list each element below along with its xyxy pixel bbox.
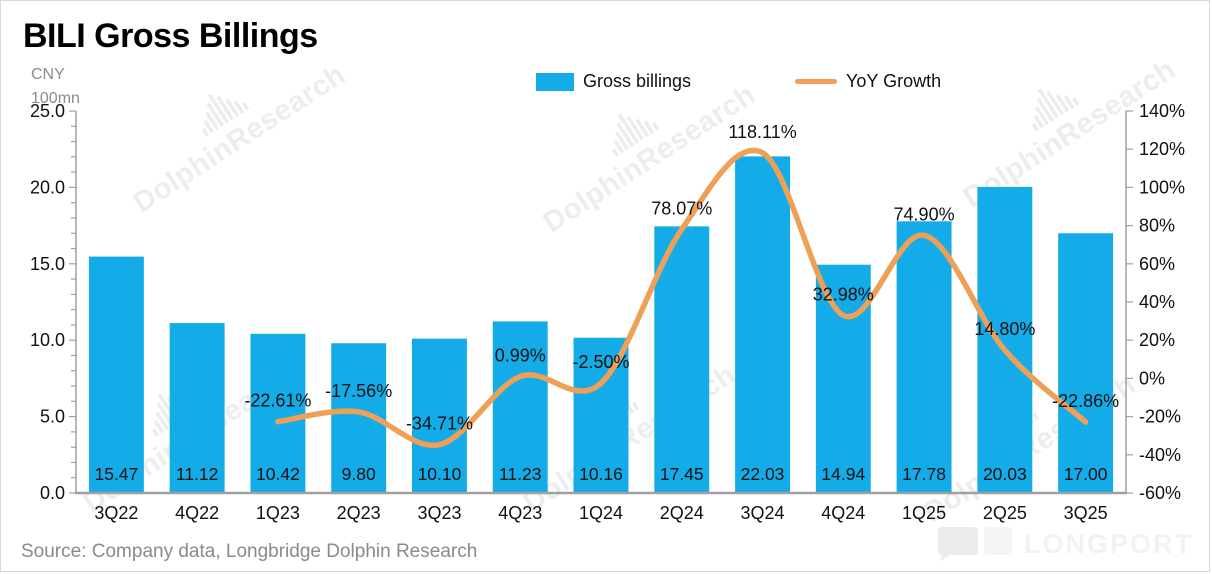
right-axis-tick-label: -40% — [1139, 445, 1181, 465]
logo-text: LONGPORT — [1024, 528, 1193, 559]
x-tick-label: 4Q24 — [821, 503, 865, 523]
bar-value-label: 10.42 — [256, 464, 300, 484]
x-tick-label: 3Q25 — [1064, 503, 1108, 523]
bar-value-label: 10.10 — [418, 464, 462, 484]
right-axis-tick-label: -20% — [1139, 407, 1181, 427]
right-axis-tick-label: -60% — [1139, 483, 1181, 503]
right-axis-tick-label: 100% — [1139, 177, 1185, 197]
left-axis-tick-label: 5.0 — [40, 407, 65, 427]
right-axis-tick-label: 20% — [1139, 330, 1175, 350]
bar-4Q23 — [492, 321, 548, 493]
bar-3Q25 — [1058, 233, 1114, 494]
yoy-value-label: -17.56% — [325, 381, 392, 401]
bar-2Q25 — [977, 186, 1033, 494]
x-tick-label: 3Q23 — [417, 503, 461, 523]
x-tick-label: 4Q22 — [175, 503, 219, 523]
x-tick-label: 1Q25 — [902, 503, 946, 523]
bar-value-label: 17.00 — [1064, 464, 1108, 484]
unit-scale: 100mn — [31, 90, 80, 107]
x-tick-label: 3Q24 — [741, 503, 785, 523]
bar-value-label: 11.12 — [176, 464, 219, 484]
bar-1Q24 — [573, 337, 629, 493]
bar-4Q22 — [169, 323, 225, 493]
left-axis-tick-label: 20.0 — [30, 177, 65, 197]
right-axis-tick-label: 120% — [1139, 139, 1185, 159]
yoy-value-label: -34.71% — [406, 414, 473, 434]
bar-value-label: 10.16 — [579, 464, 623, 484]
left-axis-tick-label: 15.0 — [30, 254, 65, 274]
x-tick-label: 4Q23 — [498, 503, 542, 523]
bar-value-label: 17.78 — [902, 464, 946, 484]
axis-unit-label: CNY 100mn — [31, 63, 80, 111]
source-note: Source: Company data, Longbridge Dolphin… — [21, 541, 478, 562]
legend-item-yoy-growth: YoY Growth — [795, 71, 941, 92]
bar-2Q24 — [654, 226, 710, 493]
right-axis-tick-label: 60% — [1139, 254, 1175, 274]
yoy-value-label: 32.98% — [813, 284, 874, 304]
bar-value-label: 9.80 — [342, 464, 376, 484]
speech-bubble-icon — [938, 527, 1012, 561]
x-tick-label: 2Q25 — [983, 503, 1027, 523]
right-axis-tick-label: 40% — [1139, 292, 1175, 312]
line-swatch — [795, 79, 838, 84]
left-axis-tick-label: 25.0 — [30, 101, 65, 121]
bar-value-label: 15.47 — [94, 464, 138, 484]
bar-1Q25 — [896, 221, 952, 493]
yoy-value-label: -2.50% — [572, 352, 629, 372]
bar-value-label: 22.03 — [741, 464, 785, 484]
x-tick-label: 1Q24 — [579, 503, 623, 523]
bar-4Q24 — [815, 264, 871, 493]
bar-swatch — [536, 72, 574, 91]
bar-3Q23 — [412, 338, 467, 493]
bar-value-label: 11.23 — [499, 464, 542, 484]
right-axis-tick-label: 0% — [1139, 368, 1165, 388]
bar-value-label: 14.94 — [821, 464, 865, 484]
unit-currency: CNY — [31, 66, 65, 83]
yoy-value-label: -22.61% — [244, 391, 311, 411]
yoy-value-label: 118.11% — [728, 122, 796, 142]
bar-3Q24 — [735, 156, 790, 494]
yoy-value-label: 74.90% — [894, 204, 955, 224]
chart-title: BILI Gross Billings — [23, 17, 318, 55]
left-axis-tick-label: 0.0 — [40, 483, 65, 503]
right-axis-tick-label: 80% — [1139, 216, 1175, 236]
x-tick-label: 2Q23 — [337, 503, 381, 523]
x-tick-label: 3Q22 — [94, 503, 138, 523]
legend-label: YoY Growth — [846, 71, 942, 91]
yoy-growth-line — [275, 147, 1089, 449]
x-tick-label: 1Q23 — [256, 503, 300, 523]
yoy-value-label: 0.99% — [495, 346, 546, 366]
bar-value-label: 20.03 — [983, 464, 1027, 484]
x-tick-label: 2Q24 — [660, 503, 704, 523]
yoy-value-label: 78.07% — [651, 198, 712, 218]
legend: Gross billings YoY Growth — [536, 71, 941, 92]
yoy-value-label: 14.80% — [974, 319, 1035, 339]
longport-logo: LONGPORT — [936, 527, 1193, 561]
bar-3Q22 — [88, 256, 144, 493]
left-axis-tick-label: 10.0 — [30, 330, 65, 350]
yoy-value-label: -22.86% — [1052, 391, 1119, 411]
bar-1Q23 — [250, 333, 306, 493]
bar-value-label: 17.45 — [660, 464, 704, 484]
legend-label: Gross billings — [583, 71, 692, 91]
right-axis-tick-label: 140% — [1139, 101, 1185, 121]
legend-item-gross-billings: Gross billings — [536, 71, 691, 92]
